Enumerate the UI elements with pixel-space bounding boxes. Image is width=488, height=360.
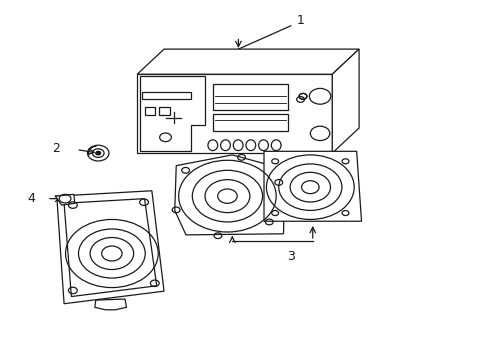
Polygon shape — [264, 151, 361, 221]
Bar — [142, 91, 190, 99]
Bar — [212, 114, 288, 131]
Polygon shape — [57, 191, 163, 304]
Text: 4: 4 — [27, 192, 35, 205]
Ellipse shape — [271, 140, 281, 150]
Bar — [144, 107, 155, 115]
Polygon shape — [140, 76, 205, 151]
Ellipse shape — [233, 140, 243, 150]
Text: 1: 1 — [296, 14, 304, 27]
Polygon shape — [331, 49, 358, 153]
Bar — [137, 74, 331, 153]
Circle shape — [96, 151, 101, 155]
Polygon shape — [64, 199, 157, 297]
Polygon shape — [174, 155, 285, 235]
Ellipse shape — [258, 140, 268, 150]
Polygon shape — [95, 299, 126, 310]
Bar — [212, 85, 288, 110]
Text: 3: 3 — [286, 250, 294, 263]
Polygon shape — [137, 49, 358, 74]
Text: 2: 2 — [52, 142, 60, 155]
Ellipse shape — [207, 140, 217, 150]
Bar — [159, 107, 169, 115]
Polygon shape — [55, 194, 75, 205]
Ellipse shape — [220, 140, 230, 150]
Ellipse shape — [245, 140, 255, 150]
